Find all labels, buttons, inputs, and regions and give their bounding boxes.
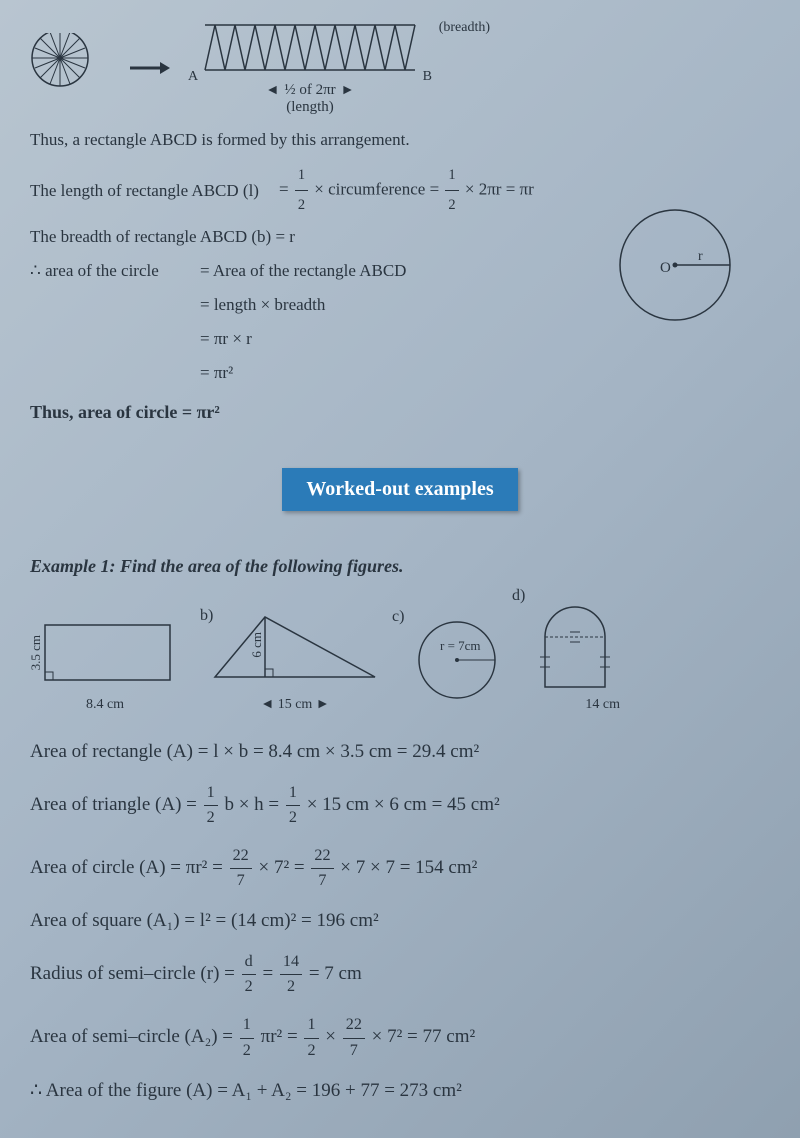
frac-d: 2	[280, 975, 302, 999]
fig-b-base: 15 cm	[278, 697, 313, 712]
area-eq4: = πr²	[200, 356, 233, 390]
figures-row: 3.5 cm 8.4 cm b) 6 cm ◄ 15 cm ► c) r = 7…	[30, 592, 770, 713]
area-result: Thus, area of circle = πr²	[30, 402, 770, 423]
s2-lead: Area of triangle (A) =	[30, 794, 202, 815]
solution-7: ∴ Area of the figure (A) = A₁ + A₂ = 196…	[30, 1077, 770, 1106]
s5-end: = 7 cm	[304, 963, 362, 984]
frac-n: 1	[286, 781, 300, 806]
solution-3: Area of circle (A) = πr² = 227 × 7² = 22…	[30, 844, 770, 893]
frac-n: 14	[280, 950, 302, 975]
frac-n: 22	[311, 844, 333, 869]
fig-d-label: d)	[512, 587, 525, 605]
rectangle-sectors-diagram: A B (breadth) ◄ ½ of 2πr ► (length)	[200, 20, 420, 116]
frac-n: 1	[304, 1013, 318, 1038]
fig-d-side: 14 cm	[530, 697, 620, 713]
s3-end: × 7 × 7 = 154 cm²	[336, 857, 478, 878]
frac-n: 22	[230, 844, 252, 869]
fig-c-label: c)	[392, 608, 404, 626]
frac-d: 2	[242, 975, 256, 999]
pie-sectors-icon	[30, 33, 100, 103]
frac-d: 2	[240, 1039, 254, 1063]
worked-examples-banner: Worked-out examples	[282, 468, 517, 511]
fig-b-height: 6 cm	[249, 632, 265, 658]
figure-a-rectangle: 3.5 cm 8.4 cm	[30, 620, 180, 713]
arrow-right-icon	[130, 58, 170, 78]
s6-lead: Area of semi–circle (A₂) =	[30, 1027, 238, 1048]
figure-c-circle: c) r = 7cm	[410, 613, 505, 713]
fig-a-height: 3.5 cm	[28, 635, 44, 670]
solution-1: Area of rectangle (A) = l × b = 8.4 cm ×…	[30, 738, 770, 767]
area-eq2: = length × breadth	[200, 288, 325, 322]
solution-5: Radius of semi–circle (r) = d2 = 142 = 7…	[30, 950, 770, 999]
frac-n: d	[242, 950, 256, 975]
area-eq1: = Area of the rectangle ABCD	[200, 254, 406, 288]
frac-d: 7	[230, 869, 252, 893]
s2-end: × 15 cm × 6 cm = 45 cm²	[302, 794, 500, 815]
breadth-label: (breadth)	[439, 20, 490, 36]
area-eq3: = πr × r	[200, 322, 252, 356]
s5-mid: =	[258, 963, 278, 984]
fig-b-label: b)	[200, 607, 213, 625]
length-line-left: The length of rectangle ABCD (l)	[30, 174, 259, 208]
s6-end: × 7² = 77 cm²	[367, 1027, 475, 1048]
frac-n: 1	[240, 1013, 254, 1038]
figure-d-composite: d) 14 cm	[530, 592, 620, 713]
solution-2: Area of triangle (A) = 12 b × h = 12 × 1…	[30, 781, 770, 830]
length-expr: ½ of 2πr	[284, 82, 335, 99]
example-1-title: Example 1: Find the area of the followin…	[30, 556, 770, 577]
point-b-label: B	[423, 69, 432, 85]
length-label: (length)	[200, 99, 420, 116]
area-lead: ∴ area of the circle	[30, 254, 200, 288]
s6-mid: πr² =	[256, 1027, 303, 1048]
radius-label: r	[698, 249, 703, 264]
s5-lead: Radius of semi–circle (r) =	[30, 963, 240, 984]
s2-rest: b × h =	[220, 794, 284, 815]
frac-d: 2	[204, 806, 218, 830]
s3-mid: × 7² =	[254, 857, 310, 878]
intro-text: Thus, a rectangle ABCD is formed by this…	[30, 126, 770, 153]
point-a-label: A	[188, 69, 198, 85]
frac-d: 7	[343, 1039, 365, 1063]
figure-b-triangle: b) 6 cm ◄ 15 cm ►	[205, 612, 385, 713]
frac-n: 1	[204, 781, 218, 806]
s3-lead: Area of circle (A) = πr² =	[30, 857, 228, 878]
frac-d: 2	[304, 1039, 318, 1063]
fig-c-radius: r = 7cm	[440, 638, 481, 654]
center-label: O	[660, 260, 671, 276]
frac-d: 2	[286, 806, 300, 830]
solution-6: Area of semi–circle (A₂) = 12 πr² = 12 ×…	[30, 1013, 770, 1062]
frac-d: 7	[311, 869, 333, 893]
circle-radius-diagram: O r	[610, 200, 740, 330]
frac-n: 22	[343, 1013, 365, 1038]
s6-m2: ×	[321, 1027, 341, 1048]
solution-4: Area of square (A₁) = l² = (14 cm)² = 19…	[30, 907, 770, 936]
top-diagram-row: A B (breadth) ◄ ½ of 2πr ► (length)	[30, 20, 770, 116]
